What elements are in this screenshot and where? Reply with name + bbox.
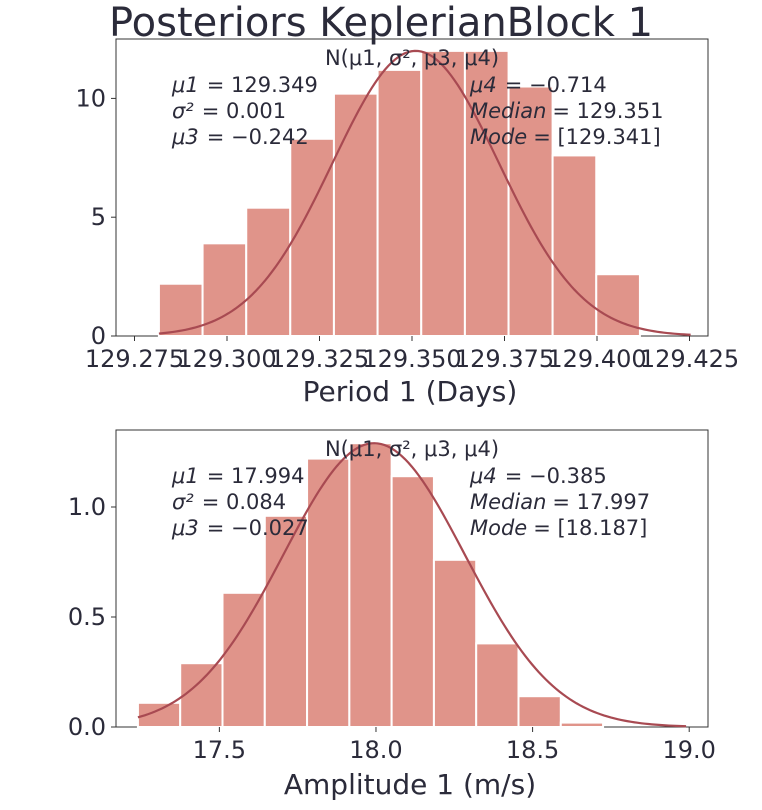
period-histogram-panel: 129.275129.300129.325129.350129.375129.4… [75,38,739,408]
amplitude-x-tick-label-1: 18.0 [349,736,402,764]
amplitude-bar-2 [221,591,266,728]
amplitude-bar-8 [475,642,520,729]
period-bar-2 [245,206,292,337]
period-stat-median-value: = 129.351 [552,99,663,123]
amplitude-bars [136,442,605,729]
svg-text:σ²= 0.084: σ² = 0.084 [172,490,286,514]
period-x-ticks: 129.275129.300129.325129.350129.375129.4… [85,336,739,373]
svg-text:μ3= −0.027: μ3 = −0.027 [171,516,309,540]
amplitude-x-tick-label-0: 17.5 [193,736,246,764]
amplitude-histogram-panel: 17.5 18.0 18.5 19.0 0.0 0.5 1.0 N(μ1, σ², μ3,… [68,429,716,801]
amplitude-y-tick-label-0: 0.0 [68,713,106,741]
svg-text:Mode= [129.341]: Mode = [129.341] [470,125,661,149]
period-stat-mu1-label: μ1 [171,73,199,97]
svg-text:μ1= 129.349: μ1 = 129.349 [171,73,318,97]
period-x-tick-label-1: 129.300 [177,345,276,373]
period-stat-mu1-value: = 129.349 [207,73,318,97]
amplitude-bar-6 [390,475,435,729]
period-stat-mu4-label: μ4 [469,73,497,97]
amplitude-stat-mu4-value: = −0.385 [505,464,607,488]
amplitude-stat-median-value: = 17.997 [552,490,650,514]
period-x-tick-label-6: 129.425 [640,345,739,373]
amplitude-stat-mu3-label: μ3 [171,516,199,540]
amplitude-x-axis-label: Amplitude 1 (m/s) [284,768,536,801]
amplitude-y-tick-label-1: 0.5 [68,603,106,631]
period-bar-1 [201,242,248,337]
amplitude-formula-label: N(μ1, σ², μ3, μ4) [325,437,499,461]
amplitude-stat-median-label: Median [470,490,546,514]
period-bar-0 [157,282,204,337]
amplitude-stat-sigma2-value: = 0.084 [202,490,286,514]
svg-text:Median= 17.997: Median = 17.997 [470,490,650,514]
svg-text:μ4= −0.385: μ4 = −0.385 [469,464,607,488]
period-bar-7 [463,49,510,337]
svg-text:μ4= −0.714: μ4 = −0.714 [469,73,607,97]
period-stat-median-label: Median [470,99,546,123]
amplitude-y-ticks: 0.0 0.5 1.0 [68,493,116,741]
period-bar-5 [376,68,423,337]
period-stat-sigma2-value: = 0.001 [202,99,286,123]
period-x-tick-label-4: 129.375 [455,345,554,373]
period-x-tick-label-0: 129.275 [85,345,184,373]
period-stat-mode-label: Mode [470,125,527,149]
amplitude-bar-5 [348,442,393,728]
amplitude-x-ticks: 17.5 18.0 18.5 19.0 [193,727,716,764]
amplitude-y-tick-label-2: 1.0 [68,493,106,521]
period-y-tick-label-1: 5 [91,203,106,231]
amplitude-x-tick-label-2: 18.5 [506,736,559,764]
period-stat-mu4-value: = −0.714 [505,73,607,97]
amplitude-bar-4 [306,457,351,728]
period-x-axis-label: Period 1 (Days) [303,375,518,408]
period-x-tick-label-5: 129.400 [547,345,646,373]
period-x-tick-label-3: 129.350 [362,345,461,373]
amplitude-stat-mu4-label: μ4 [469,464,497,488]
amplitude-normal-fit-curve [137,442,687,728]
amplitude-stats-right: μ4 = −0.385 Median = 17.997 Mode = [18.187] [469,464,650,540]
period-stats-right: μ4 = −0.714 Median = 129.351 Mode = [129.34… [469,73,664,149]
amplitude-stat-sigma2-label: σ² [172,490,194,514]
svg-text:μ3= −0.242: μ3 = −0.242 [171,125,309,149]
amplitude-stat-mu1-label: μ1 [171,464,199,488]
period-bar-4 [332,92,379,338]
period-y-ticks: 0 5 10 [75,84,116,350]
period-bar-9 [551,154,598,337]
period-normal-fit-curve [158,49,691,336]
amplitude-x-tick-label-3: 19.0 [662,736,715,764]
svg-text:Mode= [18.187]: Mode = [18.187] [470,516,647,540]
svg-text:Median= 129.351: Median = 129.351 [470,99,664,123]
period-formula-label: N(μ1, σ², μ3, μ4) [325,46,499,70]
period-y-tick-label-0: 0 [91,322,106,350]
period-stat-mu3-label: μ3 [171,125,199,149]
amplitude-bar-7 [432,558,478,728]
amplitude-stats-left: μ1 = 17.994 σ² = 0.084 μ3 = −0.027 [171,464,309,540]
amplitude-bar-1 [179,662,224,729]
svg-text:σ²= 0.001: σ² = 0.001 [172,99,286,123]
period-stat-sigma2-label: σ² [172,99,194,123]
period-bar-3 [289,137,335,337]
amplitude-bar-9 [517,695,562,729]
period-bars [157,49,641,338]
period-stat-mu3-value: = −0.242 [207,125,309,149]
period-stats-left: μ1 = 129.349 σ² = 0.001 μ3 = −0.242 [171,73,318,149]
amplitude-stat-mu1-value: = 17.994 [207,464,305,488]
amplitude-stat-mode-label: Mode [470,516,527,540]
period-stat-mode-value: = [129.341] [533,125,661,149]
amplitude-stat-mode-value: = [18.187] [533,516,647,540]
period-bar-8 [507,85,554,337]
amplitude-stat-mu3-value: = −0.027 [207,516,309,540]
amplitude-bar-10 [559,721,605,728]
period-x-tick-label-2: 129.325 [270,345,369,373]
period-bar-6 [420,49,466,337]
figure-title: Posteriors KeplerianBlock 1 [109,0,653,46]
period-y-tick-label-2: 10 [75,84,106,112]
svg-text:μ1= 17.994: μ1 = 17.994 [171,464,305,488]
